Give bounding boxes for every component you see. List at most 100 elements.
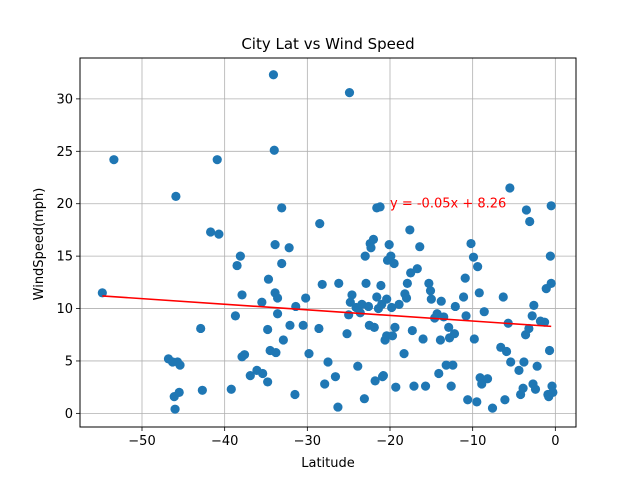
data-point [391, 382, 401, 392]
data-point [270, 239, 280, 250]
data-point [206, 227, 216, 237]
data-point [389, 258, 399, 269]
data-point [387, 302, 397, 313]
data-point [196, 323, 206, 334]
data-point [405, 225, 415, 235]
data-point [272, 309, 283, 319]
data-point [175, 360, 185, 370]
data-point [425, 286, 436, 296]
data-point [439, 312, 449, 322]
data-point [344, 87, 355, 98]
data-point [171, 191, 181, 201]
x-tick-label: −50 [128, 434, 155, 449]
data-point [487, 403, 498, 413]
data-point [458, 292, 469, 302]
data-point [461, 311, 471, 321]
data-point [370, 376, 380, 386]
y-axis-ticks: 0 5 10 15 20 25 30 [56, 92, 80, 422]
data-point [409, 381, 419, 391]
y-tick-label: 5 [65, 354, 73, 369]
data-point [97, 288, 107, 298]
data-point [245, 371, 255, 381]
data-point [412, 264, 422, 274]
data-point [390, 322, 400, 333]
data-point [376, 280, 386, 291]
data-point [235, 251, 245, 261]
data-point [469, 334, 479, 344]
data-point [402, 278, 412, 288]
data-point [420, 381, 431, 391]
data-point [448, 360, 458, 370]
data-point [366, 243, 376, 253]
data-point [333, 402, 343, 412]
data-point [360, 251, 370, 261]
data-point [363, 301, 374, 312]
data-point [301, 293, 311, 303]
data-point [548, 387, 558, 398]
x-axis-label: Latitude [301, 456, 355, 471]
data-point [506, 357, 516, 367]
data-point [394, 299, 404, 309]
data-point [482, 374, 493, 384]
x-tick-label: 0 [551, 434, 559, 449]
data-point [347, 290, 357, 300]
data-point [532, 361, 542, 371]
data-point [418, 334, 428, 344]
data-point [463, 395, 473, 405]
y-tick-label: 20 [56, 197, 73, 212]
data-point [290, 389, 300, 400]
data-point [263, 324, 273, 335]
data-point [109, 155, 119, 165]
data-point [239, 350, 250, 360]
data-point [298, 320, 308, 330]
data-point [529, 300, 539, 310]
data-point [466, 238, 476, 249]
data-point [197, 385, 207, 395]
data-point [174, 387, 184, 398]
data-point [277, 203, 287, 213]
data-point [272, 293, 283, 303]
data-point [314, 323, 324, 334]
data-point [435, 335, 446, 345]
data-point [257, 297, 267, 307]
y-axis-label: WindSpeed(mph) [32, 188, 47, 301]
data-point [278, 335, 288, 345]
data-point [386, 251, 396, 261]
regression-line [102, 295, 552, 328]
data-point [525, 216, 535, 227]
data-point [500, 395, 510, 405]
data-point [426, 294, 436, 304]
data-point [446, 381, 456, 391]
regression [102, 295, 552, 328]
data-point [518, 383, 528, 393]
data-point [450, 301, 460, 312]
data-point [170, 404, 180, 414]
data-point [401, 293, 412, 303]
y-tick-label: 15 [56, 250, 73, 265]
data-point [378, 371, 388, 381]
data-point [472, 397, 482, 407]
data-point [353, 361, 363, 371]
data-point [406, 268, 416, 278]
data-point [384, 239, 394, 250]
data-point [546, 278, 556, 288]
data-point [530, 384, 541, 394]
regression-equation: y = -0.05x + 8.26 [390, 197, 506, 212]
data-point [269, 145, 279, 155]
data-point [479, 307, 489, 317]
data-point [361, 278, 371, 288]
y-tick-label: 0 [65, 407, 73, 422]
data-point [407, 325, 417, 336]
data-points [97, 70, 558, 414]
y-tick-label: 25 [56, 145, 73, 160]
data-point [284, 243, 294, 253]
data-point [320, 379, 330, 389]
data-point [232, 260, 242, 271]
data-point [514, 365, 524, 375]
data-point [315, 219, 325, 229]
data-point [519, 357, 529, 367]
data-point [505, 183, 515, 193]
